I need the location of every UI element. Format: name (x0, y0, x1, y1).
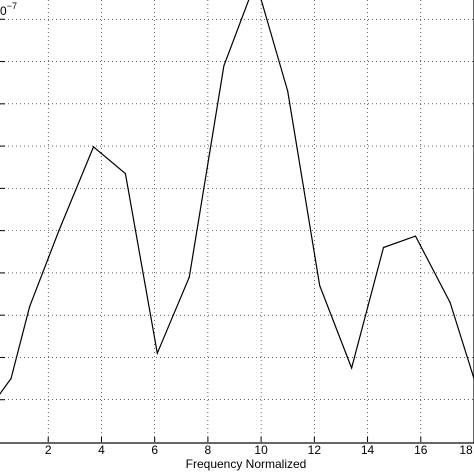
data-point (287, 90, 289, 92)
x-tick-label: 4 (98, 443, 105, 457)
data-point (29, 306, 31, 308)
data-point (188, 276, 190, 278)
data-point (382, 246, 385, 249)
x-tick-label: 16 (414, 443, 428, 457)
exponent-power: −7 (7, 1, 17, 11)
x-tick-labels: 2 4 6 8 10 12 14 16 18 (45, 443, 473, 457)
x-axis-label: Frequency Normalized (186, 457, 307, 471)
data-point (10, 378, 12, 380)
data-point (449, 301, 451, 304)
plot-frame (0, 0, 474, 444)
series-line (0, 0, 474, 395)
data-point (223, 65, 225, 67)
x-tick-label: 18 (459, 443, 473, 457)
grid-lines (0, 0, 474, 442)
x-tick-label: 2 (45, 443, 52, 457)
x-tick-label: 14 (361, 443, 375, 457)
data-point (351, 367, 353, 369)
x-tick-label: 6 (151, 443, 158, 457)
x-tick-label: 8 (205, 443, 212, 457)
exponent-label: 0−7 (0, 1, 17, 18)
data-point (58, 230, 60, 232)
data-point (92, 146, 95, 148)
data-point (414, 235, 417, 237)
x-tick-label: 10 (254, 443, 268, 457)
data-point (156, 352, 158, 354)
axis-ticks (0, 18, 474, 442)
data-point (319, 285, 321, 287)
exponent-fragment: 0 (0, 4, 7, 18)
x-tick-label: 12 (308, 443, 322, 457)
data-point (124, 173, 126, 175)
